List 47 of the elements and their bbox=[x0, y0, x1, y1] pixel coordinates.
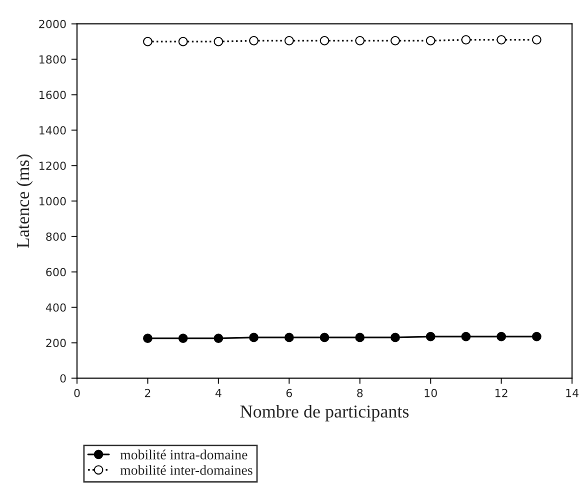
point bbox=[426, 36, 436, 46]
x-tick-label: 14 bbox=[566, 388, 578, 398]
point bbox=[320, 332, 330, 342]
y-tick-label: 1400 bbox=[40, 126, 66, 135]
y-tick-label: 0 bbox=[60, 374, 66, 383]
legend-label: mobilité intra-domaine bbox=[120, 450, 248, 460]
point bbox=[532, 332, 542, 342]
point bbox=[284, 36, 294, 46]
x-tick-label: 2 bbox=[145, 388, 150, 398]
point bbox=[143, 334, 152, 344]
x-tick-label: 4 bbox=[215, 388, 222, 398]
point bbox=[249, 36, 258, 46]
point bbox=[214, 334, 224, 344]
point bbox=[461, 332, 471, 342]
point bbox=[461, 35, 471, 44]
y-tick-label: 1800 bbox=[40, 55, 66, 64]
point bbox=[426, 332, 436, 342]
y-tick-label: 400 bbox=[46, 303, 66, 312]
point bbox=[284, 332, 294, 342]
point bbox=[143, 36, 152, 46]
point bbox=[390, 332, 400, 342]
y-tick-label: 1600 bbox=[40, 90, 66, 100]
y-tick-label: 1200 bbox=[40, 162, 66, 170]
x-tick-label: 12 bbox=[495, 388, 508, 398]
y-tick-label: 1000 bbox=[40, 197, 66, 206]
point bbox=[178, 334, 188, 344]
x-tick-label: 6 bbox=[286, 388, 292, 398]
y-tick-label: 600 bbox=[46, 268, 66, 276]
point bbox=[355, 332, 365, 342]
point bbox=[249, 332, 258, 342]
point bbox=[496, 332, 506, 342]
x-tick-label: 8 bbox=[357, 388, 363, 398]
y-axis-title: Latence (ms) bbox=[16, 154, 33, 248]
point bbox=[178, 36, 188, 46]
legend-label: mobilité inter-domaines bbox=[120, 465, 252, 475]
y-tick-label: 2000 bbox=[39, 20, 66, 28]
y-tick-label: 200 bbox=[46, 338, 66, 348]
point bbox=[320, 36, 330, 46]
y-tick-label: 800 bbox=[46, 232, 66, 241]
point bbox=[214, 36, 224, 46]
x-axis-title: Nombre de participants bbox=[240, 404, 409, 422]
point bbox=[532, 35, 542, 44]
x-tick-label: 0 bbox=[74, 388, 80, 398]
x-tick-label: 10 bbox=[424, 388, 437, 398]
point bbox=[496, 35, 506, 44]
point bbox=[355, 36, 365, 46]
point bbox=[390, 36, 400, 46]
